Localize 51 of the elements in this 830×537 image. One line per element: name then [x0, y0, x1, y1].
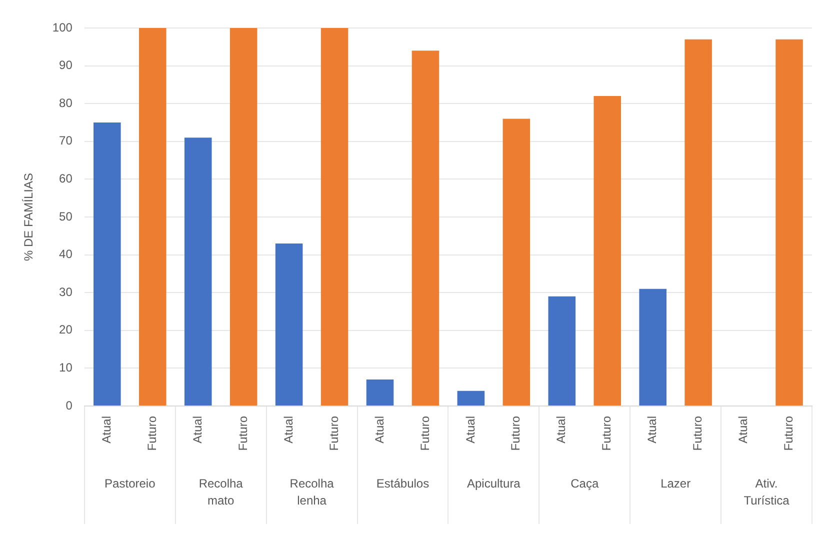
x-tick-label: Recolha lenha [290, 476, 334, 508]
x-tick-label: Caça [570, 476, 599, 490]
bar [275, 243, 303, 406]
text: Atual [281, 416, 296, 444]
bar [776, 39, 803, 406]
bar [684, 39, 712, 406]
bar [320, 28, 348, 406]
x-tick-label: Recolha mato [198, 476, 244, 508]
y-tick-label: 80 [59, 96, 73, 110]
bar [502, 118, 530, 406]
text: Futuro [508, 416, 523, 451]
text: Atual [554, 416, 568, 444]
y-tick-label: 90 [59, 58, 73, 72]
text: Atual [463, 416, 478, 444]
y-tick-label: 20 [59, 322, 73, 337]
y-tick-label: 10 [59, 360, 73, 375]
x-tick-label: Ativ. Turística [744, 476, 790, 508]
bar [366, 380, 394, 406]
bar [230, 28, 258, 406]
bar [594, 96, 622, 406]
x-tick-label: Estábulos [376, 476, 430, 490]
text: Futuro [418, 416, 432, 451]
text: Atual [190, 416, 204, 444]
text: Futuro [326, 416, 341, 451]
bar [412, 50, 440, 406]
bar [184, 138, 212, 406]
text: Atual [99, 416, 114, 444]
text: Atual [736, 416, 750, 444]
x-tick-label: Pastoreio [104, 476, 156, 490]
y-tick-label: 40 [59, 247, 73, 262]
text: Futuro [236, 416, 250, 451]
y-tick-label: 0 [66, 398, 73, 412]
y-tick-label: 70 [59, 134, 73, 148]
bar [548, 296, 576, 406]
text: Futuro [690, 416, 705, 451]
text: Futuro [782, 416, 796, 451]
x-tick-label: Lazer [660, 476, 691, 490]
text: Futuro [600, 416, 614, 451]
bar [138, 28, 166, 406]
y-tick-label: 30 [59, 284, 73, 299]
y-tick-label: 100 [52, 20, 73, 34]
bar [639, 288, 666, 406]
text: Futuro [144, 416, 159, 451]
y-tick-label: 50 [59, 209, 73, 224]
bar [94, 122, 121, 406]
text: Atual [645, 416, 660, 444]
y-axis-title: % DE FAMÍLIAS [22, 172, 36, 262]
text: Atual [372, 416, 386, 444]
x-tick-label: Apicultura [466, 476, 521, 490]
bar [457, 390, 485, 406]
y-tick-label: 60 [59, 172, 73, 186]
